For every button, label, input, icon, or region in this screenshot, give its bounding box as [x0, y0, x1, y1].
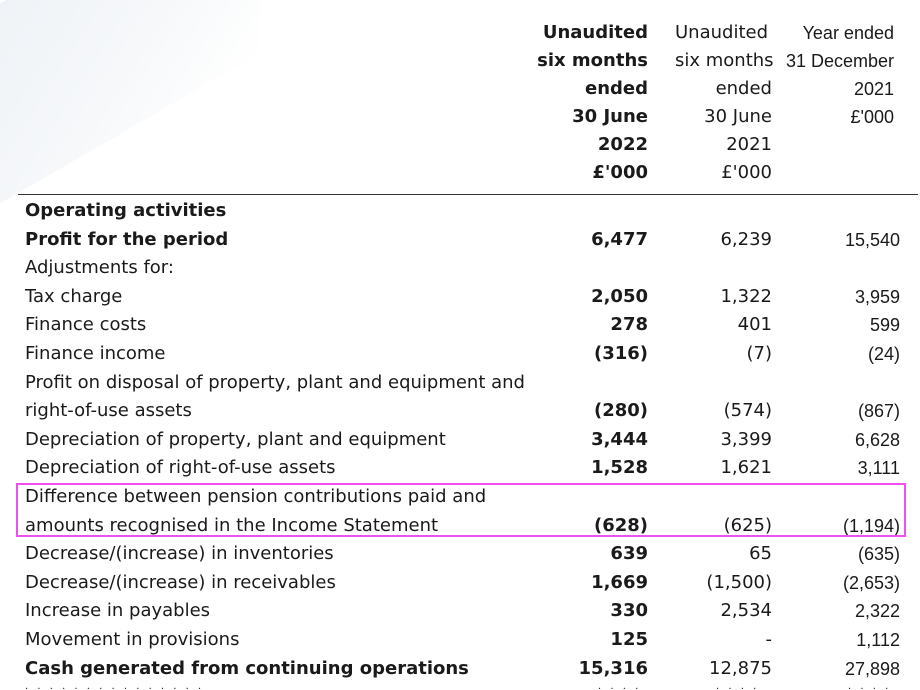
row-label: Operating activities [25, 200, 227, 221]
header-line: Unaudited [542, 22, 648, 43]
table-row: Increase in payables 330 2,534 2,322 [0, 597, 920, 626]
header-line: 2021 [853, 79, 894, 99]
value-h1-2021: 1,322 [720, 285, 772, 307]
table-row: Depreciation of property, plant and equi… [0, 426, 920, 455]
value-fy-2021: 6,628 [854, 429, 900, 450]
value-fy-2021: (1,194) [842, 515, 900, 536]
value-h1-2022: 1,669 [591, 571, 648, 593]
value-h1-2022: 278 [610, 314, 648, 336]
table-row: Operating activities [0, 197, 920, 226]
column-header-h1-2021: Unaudited six months ended 30 June 2021 … [655, 19, 774, 189]
value-h1-2021: (7) [746, 342, 773, 364]
header-line: 2022 [597, 134, 648, 155]
table-row: Difference between pension contributions… [0, 483, 920, 512]
header-line: six months [675, 50, 774, 71]
value-h1-2021: (1,500) [706, 571, 772, 593]
header-line: Year ended [802, 23, 894, 43]
table-row: Profit for the period 6,477 6,239 15,540 [0, 226, 920, 255]
value-fy-2021: 599 [869, 315, 900, 336]
value-fy-2021: 1,112 [856, 629, 900, 650]
table-row: right-of-use assets (280) (574) (867) [0, 397, 920, 426]
table-row: Finance income (316) (7) (24) [0, 340, 920, 369]
value-h1-2021: (574) [723, 400, 772, 422]
row-label: Decrease/(increase) in inventories [25, 543, 334, 565]
row-label: Finance income [25, 342, 166, 364]
header-line: Unaudited [675, 22, 769, 43]
table-row: Profit on disposal of property, plant an… [0, 369, 920, 398]
header-line: £'000 [721, 162, 772, 183]
header-line: 30 June [572, 106, 648, 127]
row-label: Depreciation of property, plant and equi… [25, 428, 446, 450]
header-line: 31 December [785, 51, 894, 71]
header-line: 30 June [704, 106, 772, 127]
value-fy-2021: 3,111 [857, 458, 900, 479]
value-fy-2021: (2,653) [842, 572, 900, 593]
value-h1-2022: 330 [610, 600, 648, 622]
table-row: amounts recognised in the Income Stateme… [0, 512, 920, 541]
header-line: six months [537, 50, 648, 71]
table-row: Cash generated from continuing operation… [0, 655, 920, 684]
value-h1-2021: 6,239 [720, 228, 772, 250]
value-h1-2022: 639 [610, 543, 648, 565]
row-label: Depreciation of right-of-use assets [25, 457, 336, 479]
header-line: 2021 [726, 134, 772, 155]
value-h1-2021: 401 [737, 314, 772, 336]
row-label: Tax charge [25, 285, 123, 307]
row-label: Profit on disposal of property, plant an… [25, 371, 525, 393]
value-fy-2021: (24) [867, 343, 900, 364]
table-row: Movement in provisions 125 - 1,112 [0, 626, 920, 655]
value-h1-2021: 12,875 [709, 657, 772, 679]
value-fy-2021: (635) [857, 544, 900, 565]
table-row: Depreciation of right-of-use assets 1,528… [0, 454, 920, 483]
row-label: Finance costs [25, 314, 147, 336]
value-h1-2022: 125 [610, 628, 648, 650]
cash-flow-table: Operating activities Profit for the perio… [0, 197, 920, 683]
cut-off-next-row: . . . . . . . . . . . . . . . . . . . . … [25, 683, 892, 690]
table-row: Finance costs 278 401 599 [0, 311, 920, 340]
value-h1-2021: 65 [749, 543, 772, 565]
header-line: £'000 [592, 162, 648, 183]
column-header-h1-2022: Unaudited six months ended 30 June 2022 … [520, 19, 648, 189]
row-label: Adjustments for: [25, 257, 174, 279]
table-row: Tax charge 2,050 1,322 3,959 [0, 283, 920, 312]
value-h1-2021: 1,621 [720, 457, 772, 479]
header-divider [18, 194, 918, 195]
value-h1-2021: 2,534 [720, 600, 772, 622]
row-label: Movement in provisions [25, 628, 240, 650]
value-fy-2021: 15,540 [844, 229, 900, 250]
value-h1-2022: (316) [593, 342, 648, 364]
table-row: Decrease/(increase) in receivables 1,669 (… [0, 569, 920, 598]
table-row: Adjustments for: [0, 254, 920, 283]
row-label: Profit for the period [25, 228, 229, 250]
column-header-fy-2021: Year ended 31 December 2021 £'000 [775, 19, 894, 189]
value-h1-2022: 3,444 [591, 428, 648, 450]
value-h1-2022: (280) [593, 400, 648, 422]
row-label: amounts recognised in the Income Stateme… [25, 514, 439, 536]
value-fy-2021: (867) [857, 401, 900, 422]
value-h1-2022: 2,050 [591, 285, 648, 307]
value-fy-2021: 27,898 [844, 658, 900, 679]
value-h1-2022: 6,477 [591, 228, 648, 250]
header-line: £'000 [850, 107, 894, 127]
value-h1-2022: 1,528 [591, 457, 648, 479]
header-line: ended [585, 78, 648, 99]
row-label: Difference between pension contributions… [25, 485, 487, 507]
value-h1-2021: (625) [723, 514, 772, 536]
value-h1-2022: (628) [593, 514, 648, 536]
value-h1-2021: - [765, 628, 773, 650]
row-label: Decrease/(increase) in receivables [25, 571, 336, 593]
row-label: right-of-use assets [25, 400, 192, 422]
value-fy-2021: 2,322 [854, 601, 900, 622]
value-h1-2022: 15,316 [578, 657, 648, 679]
value-h1-2021: 3,399 [720, 428, 772, 450]
value-fy-2021: 3,959 [854, 286, 900, 307]
table-row: Decrease/(increase) in inventories 639 65 (… [0, 540, 920, 569]
header-line: ended [715, 78, 772, 99]
decorative-corner-shape [0, 0, 260, 227]
row-label: Cash generated from continuing operation… [25, 657, 469, 679]
row-label: Increase in payables [25, 600, 211, 622]
